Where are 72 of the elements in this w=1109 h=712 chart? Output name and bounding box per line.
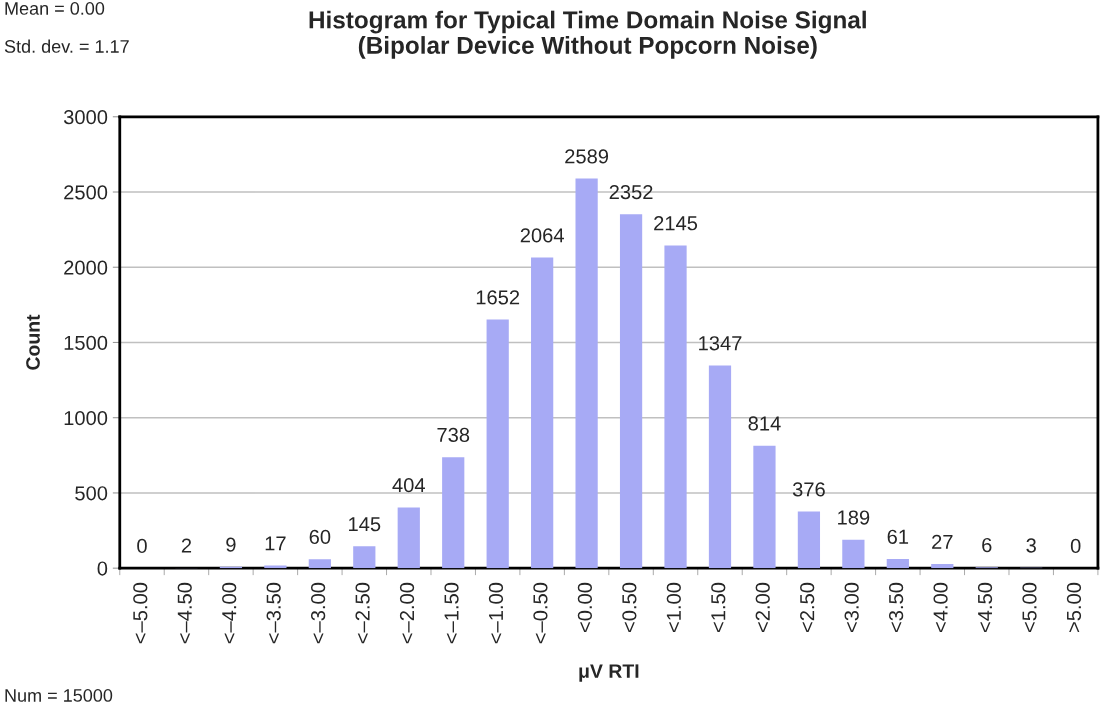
y-axis-title: Count [26, 314, 40, 370]
bar [797, 511, 821, 569]
y-tick-label: 2500 [64, 185, 108, 200]
x-tick-label: <–0.50 [533, 582, 548, 644]
y-tick-label: 2000 [64, 260, 108, 275]
x-tick-label: <2.50 [800, 582, 815, 633]
data-label: 2589 [565, 149, 609, 164]
chart-title: Histogram for Typical Time Domain Noise Signal (Bipolar Device Without Popcorn Noise) [309, 10, 866, 59]
data-label: 27 [932, 534, 953, 549]
y-tick-label: 0 [97, 561, 108, 576]
x-tick-label: <–4.00 [222, 582, 237, 644]
data-label: 60 [309, 529, 331, 545]
data-label: 1652 [476, 290, 520, 305]
x-tick-label: <–2.00 [399, 582, 415, 644]
bar [442, 457, 465, 569]
x-tick-label: <1.50 [711, 582, 726, 633]
x-tick-label: <2.00 [755, 582, 770, 633]
x-tick-label: <–5.00 [133, 582, 148, 644]
data-label: 189 [838, 510, 870, 525]
data-label: 145 [349, 517, 381, 532]
data-label: 2352 [609, 184, 653, 200]
data-label: 3 [1026, 538, 1036, 553]
data-label: 61 [887, 529, 909, 544]
y-tick-label: 1000 [64, 410, 108, 426]
x-tick-label: <0.50 [622, 582, 637, 633]
data-label: 1347 [699, 336, 742, 351]
bar [486, 319, 509, 569]
x-tick-label: <4.00 [933, 582, 948, 633]
bar [619, 214, 643, 569]
bar [575, 178, 598, 569]
x-tick-label: <–3.50 [266, 582, 281, 644]
data-label: 404 [392, 478, 425, 493]
bar [531, 257, 554, 569]
data-label: 17 [265, 536, 286, 551]
x-tick-label: >5.00 [1066, 582, 1082, 633]
bar [753, 445, 776, 569]
x-tick-label: <–2.50 [355, 582, 370, 644]
x-tick-label: <–4.50 [177, 582, 192, 644]
x-tick-label: <–3.00 [310, 582, 326, 644]
bar [842, 539, 865, 569]
x-tick-label: <3.50 [888, 582, 904, 633]
bar [931, 564, 954, 569]
data-label: 2145 [654, 216, 698, 231]
x-tick-label: <0.00 [577, 582, 593, 633]
x-tick-label: <–1.50 [444, 582, 459, 644]
y-tick-label: 3000 [63, 110, 108, 125]
bar [397, 507, 420, 569]
data-label: 376 [792, 482, 825, 497]
data-label: 738 [437, 427, 470, 443]
bar [708, 365, 732, 569]
x-axis-title: μV RTI [579, 664, 639, 682]
bar [308, 559, 331, 569]
x-tick-label: <5.00 [1022, 582, 1037, 633]
text: Num = 15000 [5, 689, 113, 702]
data-label: 9 [226, 537, 236, 552]
x-tick-label: <–1.00 [488, 582, 504, 644]
bar [886, 559, 909, 569]
data-label: 814 [748, 416, 781, 431]
bar [353, 546, 376, 569]
x-tick-label: <4.50 [977, 582, 993, 633]
text: Std. dev. = 1.17 [4, 39, 129, 53]
text: Mean = 0.00 [5, 2, 105, 15]
y-tick-label: 500 [75, 486, 108, 501]
data-label: 0 [137, 538, 147, 554]
bar [664, 245, 687, 569]
y-tick-label: 1500 [64, 335, 108, 350]
x-tick-label: <3.00 [844, 582, 859, 633]
x-tick-label: <1.00 [666, 582, 681, 633]
data-label: 6 [982, 537, 992, 553]
data-label: 0 [1070, 538, 1081, 554]
data-label: 2064 [520, 228, 564, 243]
data-label: 2 [181, 538, 192, 553]
